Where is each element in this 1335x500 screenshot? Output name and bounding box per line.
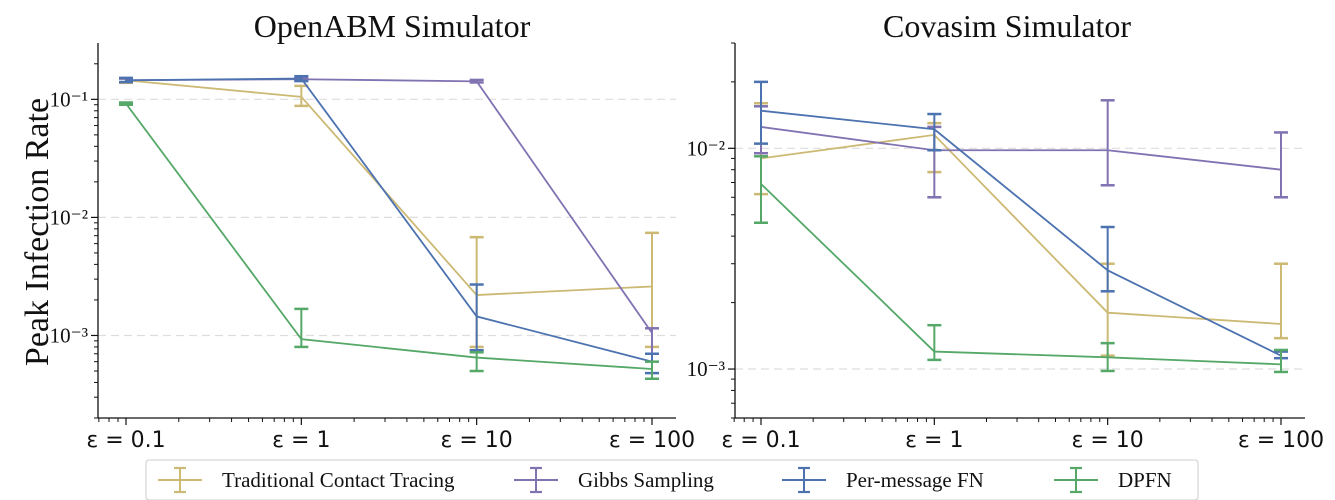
series-line-dpfn	[125, 103, 653, 370]
y-tick-label: 10⁻³	[687, 357, 725, 381]
series-line-gibbs-sampling	[125, 78, 653, 334]
openabm-ticks: 10⁻³ 10⁻² 10⁻¹ ε = 0.1 ε = 1 ε = 10 ε = 100	[50, 63, 695, 453]
x-tick-label: ε = 0.1	[86, 428, 165, 453]
legend: Traditional Contact Tracing Gibbs Samplin…	[145, 459, 1199, 500]
legend-box	[145, 459, 1199, 500]
openabm-title: OpenABM Simulator	[254, 8, 531, 44]
x-tick-label: ε = 100	[1238, 428, 1324, 453]
covasim-title: Covasim Simulator	[883, 8, 1131, 44]
legend-item: Gibbs Sampling	[514, 466, 714, 494]
series-line-traditional-contact-tracing	[125, 79, 653, 296]
openabm-series	[119, 74, 659, 380]
openabm-grid	[98, 98, 676, 337]
legend-item: DPFN	[1054, 466, 1172, 494]
x-tick-label: ε = 10	[441, 428, 513, 453]
series-line-per-message-fn	[760, 109, 1282, 357]
series-line-per-message-fn	[125, 77, 653, 363]
x-tick-label: ε = 100	[609, 428, 695, 453]
covasim-series	[754, 80, 1288, 374]
legend-label: Per-message FN	[846, 468, 984, 492]
series-line-gibbs-sampling	[760, 126, 1282, 171]
legend-label: Gibbs Sampling	[578, 468, 714, 492]
y-tick-label: 10⁻³	[50, 323, 88, 347]
series-line-dpfn	[760, 183, 1282, 366]
panel-covasim: Covasim Simulator 10⁻³ 10⁻² ε = 0.1 ε = 1 ε …	[687, 8, 1325, 453]
legend-label: DPFN	[1118, 468, 1172, 492]
series-line-traditional-contact-tracing	[760, 133, 1282, 325]
legend-label: Traditional Contact Tracing	[222, 468, 455, 492]
panel-openabm: OpenABM Simulator 10⁻³ 10⁻² 10⁻¹ ε = 0.1 ε =…	[50, 8, 696, 453]
covasim-ticks: 10⁻³ 10⁻² ε = 0.1 ε = 1 ε = 10 ε = 100	[687, 42, 1324, 453]
covasim-grid	[735, 147, 1305, 370]
x-tick-label: ε = 1	[272, 428, 330, 453]
legend-item: Traditional Contact Tracing	[158, 466, 455, 494]
x-tick-label: ε = 0.1	[721, 428, 800, 453]
x-tick-label: ε = 10	[1072, 428, 1144, 453]
x-tick-label: ε = 1	[905, 428, 963, 453]
legend-item: Per-message FN	[782, 466, 984, 494]
y-tick-label: 10⁻¹	[50, 87, 88, 111]
y-axis-label: Peak Infection Rate	[19, 98, 56, 366]
y-tick-label: 10⁻²	[50, 205, 88, 229]
y-tick-label: 10⁻²	[687, 136, 725, 160]
